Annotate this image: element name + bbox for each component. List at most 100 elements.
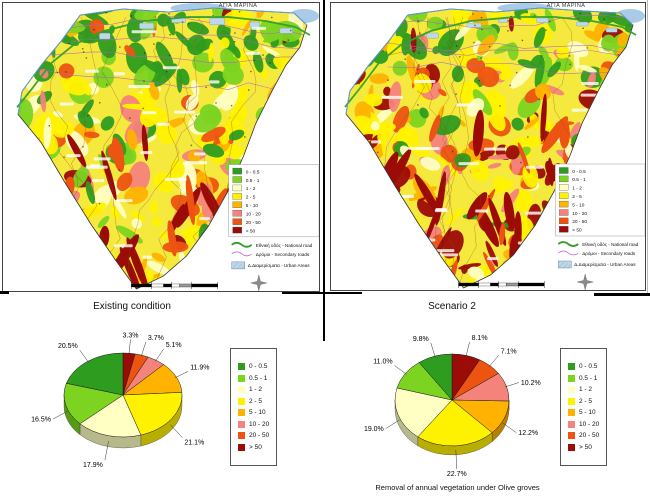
legend-label: 2 - 5 — [249, 397, 263, 405]
pie-leader-line — [140, 341, 147, 357]
pie-leader-line — [128, 339, 131, 355]
legend-label: > 50 — [249, 443, 262, 451]
pie-value-label: 21.1% — [184, 440, 204, 447]
legend-label: 0 - 0.5 — [572, 169, 586, 175]
map-scenario-2: 0 - 0.5 0.5 - 1 1 - 2 2 - 5 5 - 10 10 - 20 20 … — [344, 3, 645, 290]
urban-area-patch — [99, 32, 111, 40]
secondary-road — [387, 42, 634, 59]
legend-label: Δ.Διαμερίσματα - Urban Areas — [248, 263, 310, 268]
urban-area-legend-swatch — [231, 261, 245, 270]
legend-label: 0.5 - 1 — [246, 178, 260, 184]
pie-caption-scenario2: Removal of annual vegetation under Olive… — [375, 483, 540, 492]
pie-leader-line — [465, 341, 470, 357]
pie-value-label: 5.1% — [166, 342, 182, 349]
pie-slice-2-5 — [417, 399, 493, 447]
urban-area-patch — [279, 27, 293, 34]
legend-swatch — [568, 409, 575, 416]
legend-label: Δ.Διαμερίσματα - Urban Areas — [574, 262, 636, 267]
pie-chart-scenario2: 8.1% 7.1% 10.2% 12.2% 22.7% 19.0% 11.0% 9.8% — [364, 335, 541, 478]
legend-item: 5 - 10 — [568, 409, 599, 416]
legend-label: 0 - 0.5 — [579, 363, 598, 370]
pie-leader-line — [430, 342, 436, 358]
legend-swatch — [232, 184, 242, 192]
legend-label: 5 - 10 — [246, 203, 259, 209]
secondary-road-legend-line — [558, 250, 579, 256]
legend-swatch — [568, 363, 575, 370]
pie-value-label: 8.1% — [472, 335, 488, 342]
legend-label: 0 - 0.5 — [249, 363, 268, 370]
legend-swatch — [232, 226, 242, 234]
pie-leader-line — [52, 410, 68, 420]
legend-item: 20 - 50 — [568, 432, 599, 439]
pie-value-label: 22.7% — [447, 471, 467, 478]
legend-label: 10 - 20 — [249, 420, 270, 428]
legend-swatch — [232, 218, 242, 225]
map-legend: 0 - 0.5 0.5 - 1 1 - 2 2 - 5 5 - 10 10 - 20 20 … — [228, 164, 319, 291]
coastline — [17, 7, 308, 115]
scale-bar — [131, 281, 218, 289]
legend-label: 1 - 2 — [249, 386, 263, 393]
legend-item: 20 - 50 — [238, 432, 269, 439]
legend-label: 10 - 20 — [246, 212, 261, 218]
urban-area-patch — [466, 22, 482, 28]
pie-value-label: 16.5% — [31, 417, 51, 424]
scale-bar — [458, 281, 545, 288]
legend-item: 1 - 2 — [568, 386, 599, 393]
legend-item: 10 - 20 — [238, 420, 270, 428]
pie-title-existing: Existing condition — [93, 301, 171, 312]
legend-swatch — [238, 409, 245, 416]
legend-swatch — [232, 201, 242, 208]
right-edge-line — [647, 0, 648, 293]
legend-item: 5 - 10 — [238, 409, 269, 416]
legend-label: > 50 — [572, 228, 582, 234]
pie-value-label: 20.5% — [58, 343, 78, 350]
pie-value-label: 9.8% — [413, 336, 429, 343]
legend-label: 5 - 10 — [579, 409, 596, 416]
secondary-road — [38, 15, 307, 37]
legend-swatch — [232, 167, 242, 175]
legend-swatch — [559, 226, 569, 233]
urban-area-patch — [605, 27, 618, 33]
pie-value-label: 12.2% — [518, 430, 538, 437]
pie-value-label: 11.0% — [373, 359, 392, 366]
legend-swatch — [559, 175, 569, 183]
legend-label: 10 - 20 — [579, 420, 600, 428]
urban-area-patch — [576, 21, 589, 27]
legend-label: > 50 — [579, 443, 592, 451]
legend-label: 0.5 - 1 — [579, 374, 598, 382]
map-existing-condition: 0 - 0.5 0.5 - 1 1 - 2 2 - 5 5 - 10 10 - 20 20 … — [16, 3, 319, 291]
legend-swatch — [559, 209, 569, 216]
legend-label: 10 - 20 — [572, 211, 587, 217]
pie-leader-line — [502, 422, 517, 433]
urban-area-legend-swatch — [558, 260, 572, 269]
legend-swatch — [238, 397, 245, 405]
legend-item: 0 - 0.5 — [238, 363, 269, 370]
legend-label: 20 - 50 — [249, 432, 270, 439]
pie-value-label: 3.7% — [148, 335, 164, 342]
place-label-agia-marina: ΑΓΙΑ ΜΑΡΙΝΑ — [218, 3, 258, 9]
urban-area-patch — [426, 32, 439, 39]
legend-swatch — [238, 432, 245, 439]
legend-label: Εθνική οδός - National road — [256, 242, 313, 248]
pie-slice-1-2 — [394, 387, 453, 438]
secondary-road — [25, 66, 299, 91]
legend-label: 5 - 10 — [249, 409, 266, 416]
legend-label: 2 - 5 — [579, 397, 593, 405]
legend-swatch — [232, 210, 242, 217]
legend-label: Δρόμοι - Secondary roads — [582, 250, 636, 256]
legend-label: 1 - 2 — [572, 186, 582, 192]
pie-value-label: 11.9% — [190, 364, 209, 371]
national-road-legend-line — [231, 241, 253, 248]
legend-item: 0 - 0.5 — [568, 363, 599, 370]
legend-swatch — [568, 420, 575, 428]
legend-swatch — [559, 167, 569, 174]
legend-label: 1 - 2 — [246, 186, 256, 192]
legend-label: 5 - 10 — [572, 202, 585, 208]
map-legend: 0 - 0.5 0.5 - 1 1 - 2 2 - 5 5 - 10 10 - 20 20 … — [555, 163, 645, 290]
legend-item: 1 - 2 — [238, 386, 269, 393]
pie-value-label: 7.1% — [501, 348, 517, 355]
legend-item: 2 - 5 — [568, 397, 599, 405]
pie-slice-2-5 — [122, 392, 183, 436]
pie-leader-line — [170, 424, 183, 438]
